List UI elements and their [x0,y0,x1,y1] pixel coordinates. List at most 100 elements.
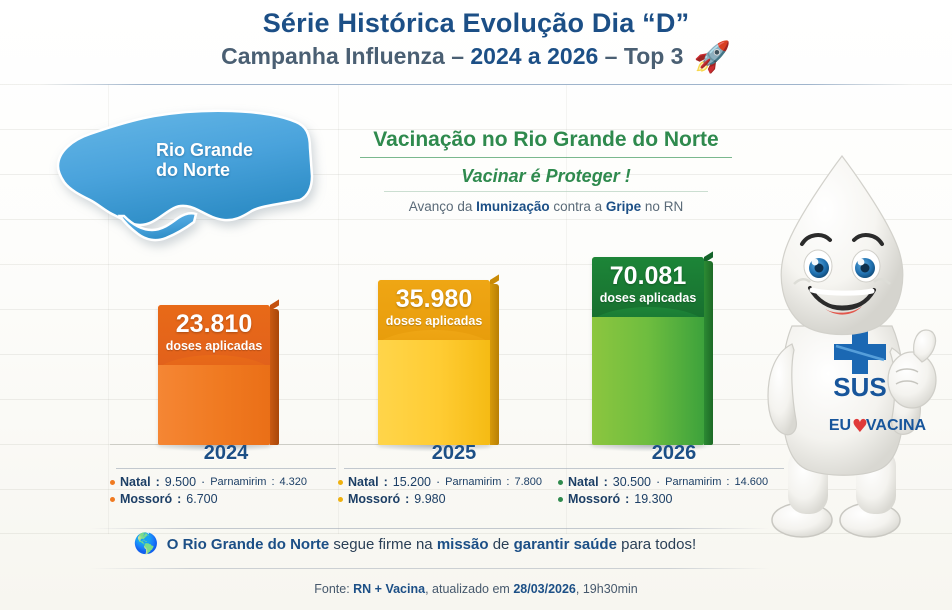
city-name: Mossoró [120,492,173,506]
bar-value-2024: 23.810 [175,310,253,338]
source-mid: , atualizado em [425,582,514,596]
source-name: RN + Vacina [353,582,426,596]
bar-2026[interactable]: 70.081 doses aplicadas [592,251,713,445]
city-name: Natal [120,475,151,489]
grid-vertical [108,84,109,534]
bar-head-2025: 35.980 doses aplicadas [378,280,490,340]
bullet-icon [338,479,343,485]
city-value: 4.320 [279,476,308,488]
subtitle-post: – Top 3 [598,42,684,69]
rocket-icon: 🚀 [693,41,731,74]
heading-divider-2 [384,191,708,192]
mascot-thumbs-up-icon [887,329,937,409]
city-value: 9.500 [164,475,197,489]
footer-divider [90,528,770,529]
mascot-illustration: SUS EU ♥ VACINA [767,155,937,538]
bullet-icon [558,479,563,485]
mascot-eyebrow-right [852,233,884,246]
bar-2025[interactable]: 35.980 doses aplicadas [378,274,499,445]
bar-unit-2024: doses aplicadas [165,339,263,353]
year-block-2024: 2024 Natal: 9.500 · Parnamirim: 4.320 Mo… [110,442,342,509]
bar-value-2025: 35.980 [395,285,473,313]
city-name: Parnamirim [445,476,502,488]
city-value: 6.700 [186,492,218,506]
grid-vertical [338,84,339,534]
bar-column-2024[interactable]: 23.810 doses aplicadas [152,299,282,452]
separator: · [435,475,441,489]
bar-column-2026[interactable]: 70.081 doses aplicadas [586,251,716,452]
header: Série Histórica Evolução Dia “D” Campanh… [0,0,952,86]
separator: · [655,475,661,489]
vacina-text: VACINA [866,417,927,434]
subtitle-row: Campanha Influenza – 2024 a 2026 – Top 3… [0,41,952,74]
bar-value-2026: 70.081 [609,262,687,290]
separator: · [201,475,206,489]
subtitle-years: 2024 a 2026 [470,42,599,69]
footer-message-text: O Rio Grande do Norte segue firme na mis… [167,536,696,553]
heading-main: Vacinação no Rio Grande do Norte [373,128,719,151]
year-block-2026: 2026 Natal: 30.500 · Parnamirim: 14.600 … [558,442,790,509]
source-date: 28/03/2026 [513,582,576,596]
caption-part3: no RN [641,199,684,214]
mascot-arm-left [767,343,797,436]
heading-slogan: Vacinar é Proteger ! [461,166,631,186]
year-label-2025: 2025 [431,442,477,464]
city-value: 14.600 [734,476,769,488]
bar-unit-2026: doses aplicadas [599,291,697,305]
bar-2024[interactable]: 23.810 doses aplicadas [158,299,279,445]
footer-message: 🌎 O Rio Grande do Norte segue firme na m… [0,534,830,554]
grid-vertical [566,84,567,534]
msg-bold-1: O Rio Grande do Norte [166,535,330,553]
year-block-2025: 2025 Natal: 15.200 · Parnamirim: 7.800 M… [338,442,570,509]
city-name: Mossoró [348,492,401,506]
city-name: Mossoró [568,492,621,506]
city-value: 15.200 [392,475,431,489]
ze-gotinha-mascot: SUS EU ♥ VACINA [736,148,948,548]
year-label-2026: 2026 [651,442,697,464]
city-name: Natal [348,475,379,489]
city-value: 19.300 [634,492,673,506]
bullet-icon [110,496,115,502]
msg-text-3: para todos! [616,535,697,553]
city-line-mossoro-2024: Mossoró: 6.700 [110,492,342,506]
msg-bold-2: missão [436,535,489,553]
map-label: Rio Grande do Norte [156,140,253,180]
year-label-2024: 2024 [203,442,249,464]
caption-bold-gripe: Gripe [605,199,642,214]
map-shape [56,109,314,242]
page-title: Série Histórica Evolução Dia “D” [262,8,690,38]
caption-bold-imunizacao: Imunização [476,199,550,214]
city-name: Natal [568,475,599,489]
city-name: Parnamirim [665,476,722,488]
city-line-mossoro-2025: Mossoró: 9.980 [338,492,570,506]
msg-text-2: de [488,535,514,553]
city-name: Parnamirim [210,476,267,488]
mascot-eye-left [803,249,833,283]
city-value: 7.800 [514,476,542,488]
heading-divider [360,157,732,158]
heart-icon: ♥ [852,416,868,437]
subtitle-pre: Campanha Influenza – [221,42,471,69]
bar-column-2025[interactable]: 35.980 doses aplicadas [372,274,502,452]
city-value: 30.500 [612,475,651,489]
map-label-line1: Rio Grande [156,140,254,160]
city-line-natal-parnamirim-2024: Natal: 9.500 · Parnamirim: 4.320 [110,475,342,489]
msg-text-1: segue firme na [329,535,437,553]
year-divider [344,468,564,469]
city-line-natal-parnamirim-2025: Natal: 15.200 · Parnamirim: 7.800 [338,475,570,489]
mascot-eye-right [851,249,881,283]
source-pre: Fonte: [314,582,354,596]
mascot-cheek-left [793,278,811,285]
msg-bold-3: garantir saúde [513,535,617,553]
sus-chest-logo: SUS EU ♥ VACINA [829,330,927,437]
mascot-cheek-right [873,278,891,285]
mascot-tongue [824,306,862,315]
year-divider [116,468,336,469]
mascot-teeth [809,287,875,296]
year-divider [564,468,784,469]
sus-cross-icon [834,330,886,374]
bar-head-2024: 23.810 doses aplicadas [158,305,270,365]
city-line-mossoro-2026: Mossoró: 19.300 [558,492,790,506]
bar-side [490,284,499,445]
bar-side [704,261,713,445]
